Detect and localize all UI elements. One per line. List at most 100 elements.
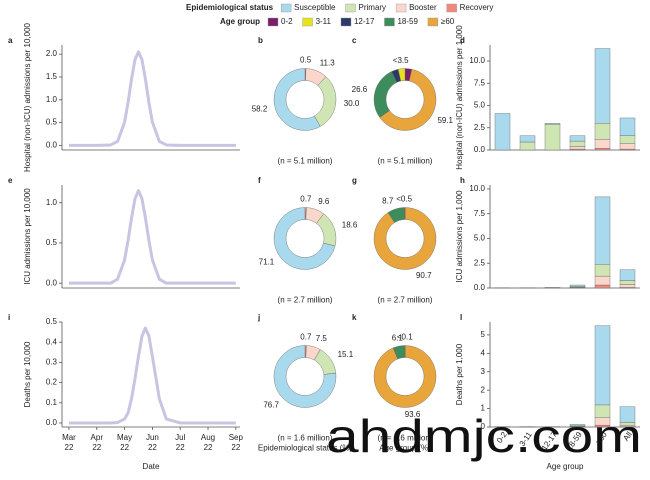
bar-segment	[544, 123, 561, 125]
y-tick-label: 0.5	[46, 317, 58, 326]
value-label: <0.5	[396, 195, 412, 204]
x-tick-label: Aug 22	[201, 433, 215, 452]
y-axis-title: Deaths per 1,000	[455, 343, 464, 405]
panel-letter: c	[352, 36, 357, 45]
sample-size: (n = 2.7 million)	[378, 296, 433, 305]
donut-segment	[273, 207, 336, 270]
sample-size: (n = 5.1 million)	[378, 157, 433, 166]
bar-segment	[619, 135, 636, 144]
y-axis-title: Hospital (non-ICU) admissions per 1,000	[455, 25, 464, 170]
y-tick-label: 0.2	[46, 378, 58, 387]
x-tick-label: Mar 22	[62, 433, 76, 452]
legend-label: Susceptible	[294, 3, 336, 12]
panel-letter: j	[257, 313, 260, 322]
legend-label: Recovery	[460, 3, 494, 12]
y-tick-label: 10.0	[469, 56, 485, 65]
value-label: 93.6	[405, 410, 421, 419]
donut-segment	[373, 207, 437, 270]
value-label: 59.1	[437, 116, 453, 125]
panel-letter: l	[460, 313, 462, 322]
bar-segment	[569, 146, 586, 150]
value-label: 9.6	[318, 197, 330, 206]
value-label: 11.3	[320, 58, 336, 67]
value-label: <3.5	[393, 56, 409, 65]
bar-segment	[519, 141, 536, 151]
y-tick-label: 0.0	[474, 283, 486, 292]
panel-letter: i	[8, 313, 10, 322]
y-tick-label: 0.0	[46, 141, 58, 150]
value-label: 90.7	[416, 271, 432, 280]
watermark: ahdmjc.com	[326, 410, 642, 462]
x-tick-label: Apr 22	[91, 433, 104, 452]
y-tick-label: 2.0	[46, 49, 58, 58]
sample-size: (n = 2.7 million)	[278, 296, 333, 305]
value-label: 26.6	[352, 85, 368, 94]
value-label: 7.5	[316, 334, 328, 343]
value-label: 15.1	[338, 350, 354, 359]
bar-segment	[544, 123, 561, 151]
legend-label: 3-11	[316, 17, 332, 26]
bar-segment	[594, 123, 611, 140]
y-tick-label: 0.0	[46, 418, 58, 427]
y-tick-label: 0.1	[46, 398, 58, 407]
x-tick-label: Jul 22	[175, 433, 185, 452]
legend-title: Epidemiological status	[186, 3, 274, 12]
y-tick-label: 7.5	[474, 209, 486, 218]
x-axis-title: Epidemiological status (%)	[258, 444, 353, 453]
y-tick-label: 1	[481, 404, 486, 413]
y-axis-title: ICU admissions per 10,000	[23, 188, 32, 285]
bar-segment	[594, 48, 611, 124]
x-axis-title: Date	[143, 462, 160, 471]
donut-segment	[273, 345, 337, 408]
y-axis-title: Hospital (non-ICU) admissions per 10,000	[23, 22, 32, 172]
bar-segment	[569, 135, 586, 142]
x-tick-label: May 22	[117, 433, 132, 452]
bar-segment	[569, 284, 586, 287]
y-tick-label: 3	[481, 367, 486, 376]
donut-segment	[373, 71, 398, 118]
legend-label: Primary	[359, 3, 387, 12]
panel-letter: e	[8, 176, 13, 185]
value-label: 30.0	[344, 99, 360, 108]
x-tick-label: Sep 22	[229, 433, 244, 452]
x-axis-title: Age group	[547, 462, 584, 471]
bar-segment	[494, 113, 511, 151]
bar-segment	[594, 325, 611, 406]
bar-segment	[569, 140, 586, 147]
y-tick-label: 2.5	[474, 123, 486, 132]
curve	[68, 326, 236, 425]
y-tick-label: 2	[481, 385, 486, 394]
bar-segment	[594, 284, 611, 289]
legend-swatch	[340, 17, 352, 27]
y-tick-label: 5.0	[474, 101, 486, 110]
panel-letter: k	[352, 313, 357, 322]
y-tick-label: 5	[481, 330, 486, 339]
bar-segment	[594, 264, 611, 277]
y-tick-label: 0.0	[474, 145, 486, 154]
sample-size: (n = 1.6 million)	[378, 434, 433, 443]
y-tick-label: 0.3	[46, 357, 58, 366]
panel-letter: g	[352, 176, 357, 185]
donut-segment	[397, 68, 406, 82]
y-tick-label: 2.5	[474, 258, 486, 267]
value-label: 6.1	[392, 333, 404, 342]
legend-label: Booster	[409, 3, 437, 12]
value-label: <0.1	[397, 333, 413, 342]
bar-segment	[594, 148, 611, 151]
bar-segment	[619, 269, 636, 281]
value-label: 76.7	[263, 401, 279, 410]
y-tick-label: 0.5	[46, 238, 58, 247]
bar-segment	[594, 139, 611, 149]
bar-segment	[619, 280, 636, 285]
value-label: 18.6	[342, 221, 358, 230]
y-tick-label: 1.0	[46, 198, 58, 207]
value-label: 0.5	[300, 56, 312, 65]
legend-swatch	[302, 17, 313, 27]
panel-letter: d	[460, 36, 465, 45]
donut-segment	[273, 68, 321, 131]
x-tick-label: Jun 22	[146, 433, 159, 452]
donut-segment	[373, 345, 437, 408]
y-tick-label: 0	[481, 422, 486, 431]
sample-size: (n = 1.6 million)	[278, 434, 333, 443]
